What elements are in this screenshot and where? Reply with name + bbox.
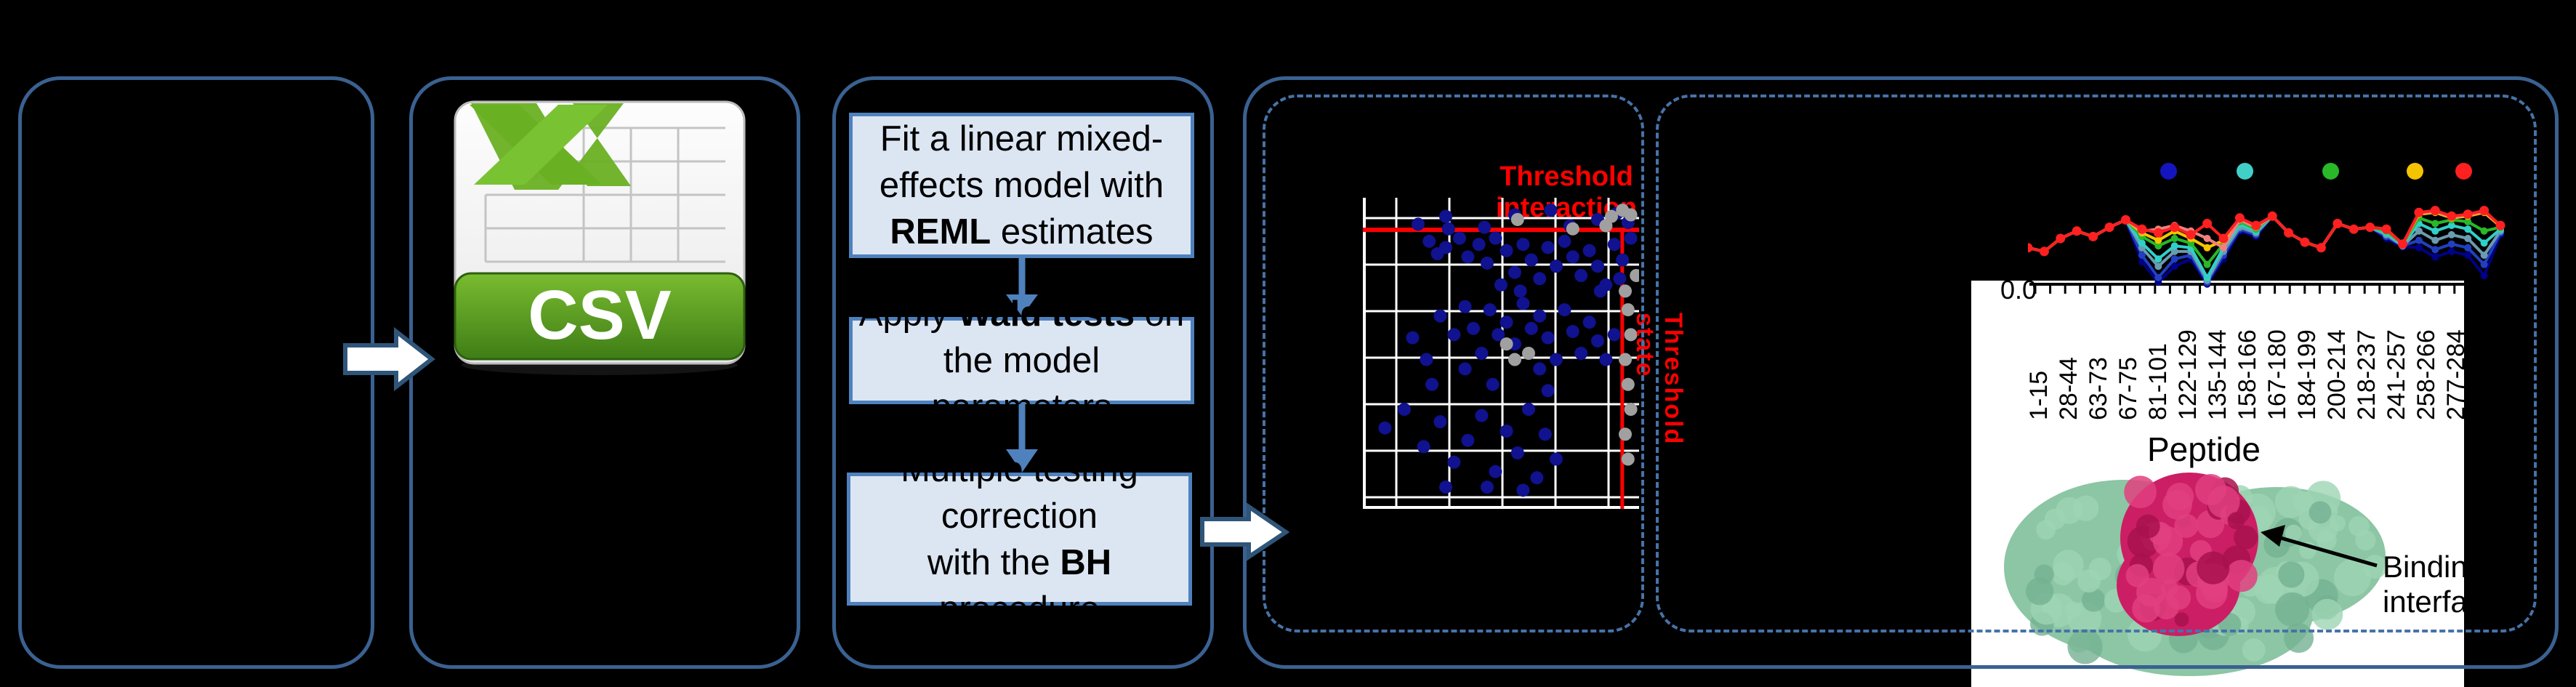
flow-step-line: effects model with xyxy=(879,166,1164,205)
peptide-axis xyxy=(2029,283,2464,294)
threshold-state-label: Threshold state xyxy=(1631,313,1687,446)
legend-dot-green xyxy=(2322,163,2339,180)
flow-step-line: correction xyxy=(941,496,1098,536)
flow-arrow-2-icon xyxy=(1200,503,1290,561)
flow-step-line: Multiple testing xyxy=(901,449,1138,489)
legend-dot-yellow xyxy=(2407,163,2423,180)
flow-step-line: Apply Wald tests on xyxy=(858,294,1185,334)
binding-interface-arrow-icon xyxy=(2261,525,2378,568)
csv-file-icon: CSV xyxy=(454,100,746,375)
peptide-axis-label: Peptide xyxy=(2146,430,2261,468)
flow-arrow-1-icon xyxy=(343,327,435,392)
down-arrow-2-icon xyxy=(1006,404,1038,473)
flow-step-line: with the BH procedure xyxy=(927,542,1112,629)
protein-structure-image xyxy=(2004,473,2387,676)
binding-interface-label: Binding interface xyxy=(2383,550,2464,619)
peptide-axis-and-structure-inset: 0.0 1-15 28-44 63-73 67-75 81-101 122-129 135-… xyxy=(1971,281,2464,687)
flow-step-reml: Fit a linear mixed-effects model with REM… xyxy=(849,113,1194,258)
scatter-plot xyxy=(1363,198,1639,509)
legend-dot-turquoise xyxy=(2237,163,2253,180)
svg-text:CSV: CSV xyxy=(528,276,671,354)
y-axis-tick-label: 0.0 xyxy=(2000,281,2037,305)
panel-stage-1 xyxy=(18,76,374,669)
flow-step-line: REML estimates xyxy=(890,212,1154,252)
legend-dot-red xyxy=(2455,163,2472,180)
flow-step-line: Fit a linear mixed- xyxy=(880,119,1164,158)
uptake-profile-chart xyxy=(2028,206,2505,288)
flow-step-bh: Multiple testing correction with the BH pr… xyxy=(847,450,1192,629)
down-arrow-1-icon xyxy=(1006,257,1038,316)
legend-dot-blue xyxy=(2160,163,2177,180)
